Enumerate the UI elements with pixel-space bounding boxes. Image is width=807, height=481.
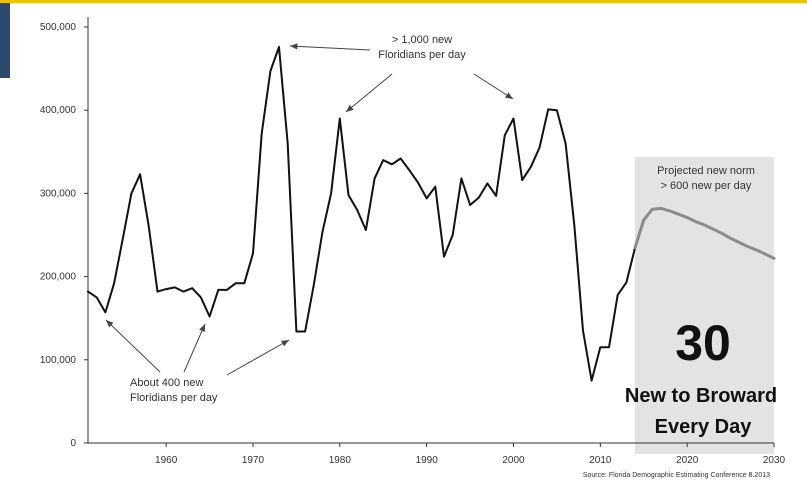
y-tick-label: 200,000 [40,272,77,283]
x-tick-label: 2010 [589,455,612,466]
arrow-head [106,320,114,328]
arrow-shaft [473,73,514,100]
x-tick-label: 1960 [155,455,178,466]
left-accent-tab [0,3,10,78]
x-tick-label: 1990 [416,455,439,466]
projected-region [635,157,774,454]
arrow-shaft [226,339,290,376]
callout-line1: New to Broward [625,385,777,407]
annotation-arrows [105,43,514,376]
y-tick-label: 100,000 [40,355,77,366]
arrow-shaft [183,323,206,373]
annotation-peak-line1: > 1,000 new [392,34,452,46]
arrow-head [505,92,513,99]
x-tick-label: 1980 [329,455,352,466]
x-tick-label: 2000 [502,455,525,466]
x-tick-label: 1970 [242,455,265,466]
y-tick-label: 500,000 [40,22,77,33]
projected-series-line [633,206,776,260]
x-tick-label: 2020 [676,455,699,466]
axes: 0 100,000 200,000 300,000 400,000 500,000 1960… [40,17,786,466]
x-tick-label: 2030 [763,455,786,466]
arrow-head [346,104,354,112]
y-tick-label: 300,000 [40,188,77,199]
y-tick-label: 0 [70,438,76,449]
arrow-shaft [289,45,371,51]
arrow-shaft [105,319,161,373]
callout-line2: Every Day [655,416,753,438]
actual-series-line [87,46,637,382]
arrow-head [281,340,289,347]
y-tick-label: 400,000 [40,105,77,116]
annotation-low-line1: About 400 new [130,377,203,389]
series-layer [87,46,776,382]
arrow-head [290,43,298,50]
top-accent-bar [0,0,807,3]
projected-label-line1: Projected new norm [657,165,755,177]
projected-label-line2: > 600 new per day [661,180,752,192]
source-note: Source: Florida Demographic Estimating C… [583,472,770,479]
annotation-low-line2: Floridians per day [130,392,218,404]
arrow-shaft [345,73,393,113]
arrow-head [199,324,205,332]
annotation-peak-line2: Floridians per day [378,49,466,61]
callout-number: 30 [675,315,731,371]
